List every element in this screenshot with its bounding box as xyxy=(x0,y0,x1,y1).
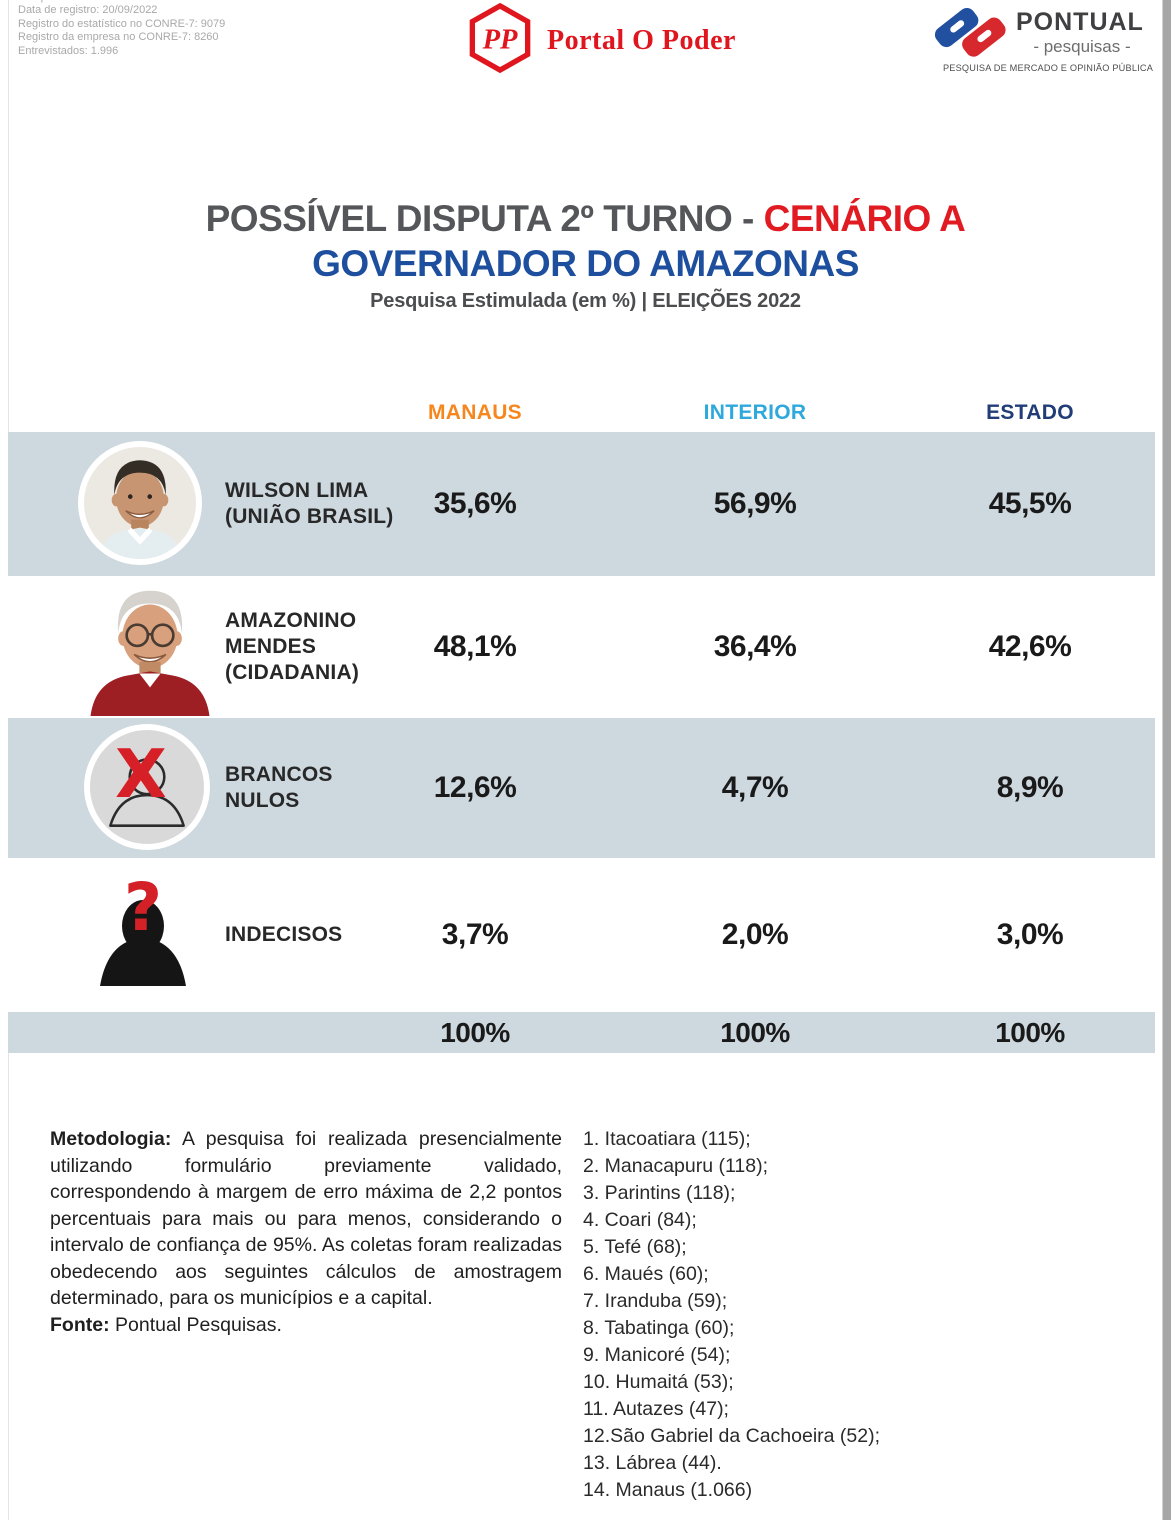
candidate-name-line: MENDES xyxy=(225,635,317,658)
municipality-item: 13. Lábrea (44). xyxy=(583,1452,722,1474)
column-header-estado: ESTADO xyxy=(986,401,1074,424)
value-interior: 2,0% xyxy=(721,918,789,951)
municipality-sample-list: 1. Itacoatiara (115); 2. Manacapuru (118)… xyxy=(583,1126,1003,1504)
source-text: Pontual Pesquisas. xyxy=(115,1313,282,1336)
value-estado: 42,6% xyxy=(988,630,1072,663)
row-label-line: NULOS xyxy=(225,789,300,812)
value-manaus: 12,6% xyxy=(433,771,517,804)
municipality-item: 8. Tabatinga (60); xyxy=(583,1317,735,1339)
municipality-item: 9. Manicoré (54); xyxy=(583,1344,731,1366)
page-right-border xyxy=(1162,0,1163,1520)
methodology-label: Metodologia: xyxy=(50,1128,172,1150)
value-manaus: 48,1% xyxy=(433,630,517,663)
row-label: INDECISOS xyxy=(225,922,342,948)
table-row: WILSON LIMA (UNIÃO BRASIL) 35,6% 56,9% 4… xyxy=(8,432,1155,576)
candidate-party: (CIDADANIA) xyxy=(225,661,360,684)
municipality-item: 3. Parintins (118); xyxy=(583,1182,736,1204)
value-estado: 45,5% xyxy=(988,487,1072,520)
page-right-edge-strip xyxy=(1163,0,1171,1520)
source-label: Fonte: xyxy=(50,1313,110,1336)
value-interior: 56,9% xyxy=(713,487,797,520)
pontual-dp-icon xyxy=(930,2,1010,67)
column-header-interior: INTERIOR xyxy=(703,401,807,424)
municipality-item: 11. Autazes (47); xyxy=(583,1398,729,1420)
candidate-name-line: WILSON LIMA xyxy=(225,479,369,502)
value-interior: 4,7% xyxy=(721,771,789,804)
registration-info: Pesquisa Eleitoral AM 2022 Data de regis… xyxy=(18,0,225,58)
title-line2: GOVERNADOR DO AMAZONAS xyxy=(312,243,859,284)
municipality-item: 1. Itacoatiara (115); xyxy=(583,1128,751,1150)
value-estado: 8,9% xyxy=(996,771,1064,804)
methodology-paragraph: Metodologia: A pesquisa foi realizada pr… xyxy=(50,1126,562,1312)
column-header-manaus: MANAUS xyxy=(428,401,522,424)
undecided-icon: ? xyxy=(88,868,198,990)
table-header-row: MANAUS INTERIOR ESTADO xyxy=(0,398,1171,428)
pontual-subtitle: - pesquisas - xyxy=(1033,37,1131,56)
pontual-tagline: PESQUISA DE MERCADO E OPINIÃO PÚBLICA xyxy=(942,63,1154,73)
value-manaus: 3,7% xyxy=(441,918,509,951)
title-line1-scenario: CENÁRIO A xyxy=(763,198,966,239)
portal-hexagon-icon: PP xyxy=(467,2,533,79)
svg-text:X: X xyxy=(115,735,167,813)
source-line: Fonte: Pontual Pesquisas. xyxy=(50,1312,562,1339)
registration-line-cutoff: Pesquisa Eleitoral AM 2022 xyxy=(18,0,225,4)
portal-o-poder-logo: PP Portal O Poder xyxy=(467,2,736,79)
methodology-block: Metodologia: A pesquisa foi realizada pr… xyxy=(50,1126,562,1338)
registration-line: Registro do estatístico no CONRE-7: 9079 xyxy=(18,17,226,30)
municipality-item: 12.São Gabriel da Cachoeira (52); xyxy=(583,1425,881,1447)
title-block: POSSÍVEL DISPUTA 2º TURNO - CENÁRIO A GO… xyxy=(0,196,1171,316)
municipality-item: 10. Humaitá (53); xyxy=(583,1371,734,1393)
registration-line: Registro da empresa no CONRE-7: 8260 xyxy=(18,31,219,44)
value-interior: 36,4% xyxy=(713,630,797,663)
registration-line: Data de registro: 20/09/2022 xyxy=(18,4,158,17)
total-manaus: 100% xyxy=(440,1016,510,1048)
svg-text:PP: PP xyxy=(482,25,518,56)
value-manaus: 35,6% xyxy=(433,487,517,520)
candidate-party: (UNIÃO BRASIL) xyxy=(225,505,394,528)
title-line1-main: POSSÍVEL DISPUTA 2º TURNO - xyxy=(205,198,764,239)
municipality-item: 14. Manaus (1.066) xyxy=(583,1479,753,1501)
municipality-item: 7. Iranduba (59); xyxy=(583,1290,728,1312)
title-subtitle: Pesquisa Estimulada (em %) | ELEIÇÕES 20… xyxy=(370,290,801,312)
pontual-wordmark: PONTUAL xyxy=(1016,8,1144,36)
row-label: BRANCOS NULOS xyxy=(225,762,333,814)
candidate-name-line: AMAZONINO xyxy=(225,609,357,632)
municipality-item: 2. Manacapuru (118); xyxy=(583,1155,768,1177)
title-line1: POSSÍVEL DISPUTA 2º TURNO - CENÁRIO A xyxy=(0,196,1171,242)
municipality-item: 6. Maués (60); xyxy=(583,1263,709,1285)
registration-line: Entrevistados: 1.996 xyxy=(18,44,119,57)
methodology-text: A pesquisa foi realizada presencialmente… xyxy=(50,1128,563,1309)
total-interior: 100% xyxy=(720,1016,790,1048)
table-row: AMAZONINO MENDES (CIDADANIA) 48,1% 36,4%… xyxy=(8,576,1155,718)
candidate-name: WILSON LIMA (UNIÃO BRASIL) xyxy=(225,478,393,530)
row-label-line: INDECISOS xyxy=(225,923,343,946)
municipality-item: 5. Tefé (68); xyxy=(583,1236,687,1258)
total-row: 100% 100% 100% xyxy=(8,1012,1155,1053)
svg-text:?: ? xyxy=(124,869,162,946)
pontual-logo: PONTUAL - pesquisas - PESQUISA DE MERCAD… xyxy=(928,2,1168,82)
candidate-name: AMAZONINO MENDES (CIDADANIA) xyxy=(225,608,359,686)
value-estado: 3,0% xyxy=(996,918,1064,951)
municipality-item: 4. Coari (84); xyxy=(583,1209,697,1231)
table-row: ? INDECISOS 3,7% 2,0% 3,0% xyxy=(8,858,1155,1012)
blank-null-vote-icon: X xyxy=(84,724,210,850)
portal-o-poder-wordmark: Portal O Poder xyxy=(547,24,736,56)
avatar-amazonino-mendes xyxy=(85,578,215,716)
avatar-wilson-lima xyxy=(78,441,202,565)
row-label-line: BRANCOS xyxy=(225,763,333,786)
table-row: X BRANCOS NULOS 12,6% 4,7% 8,9% xyxy=(8,718,1155,858)
total-estado: 100% xyxy=(995,1016,1065,1048)
